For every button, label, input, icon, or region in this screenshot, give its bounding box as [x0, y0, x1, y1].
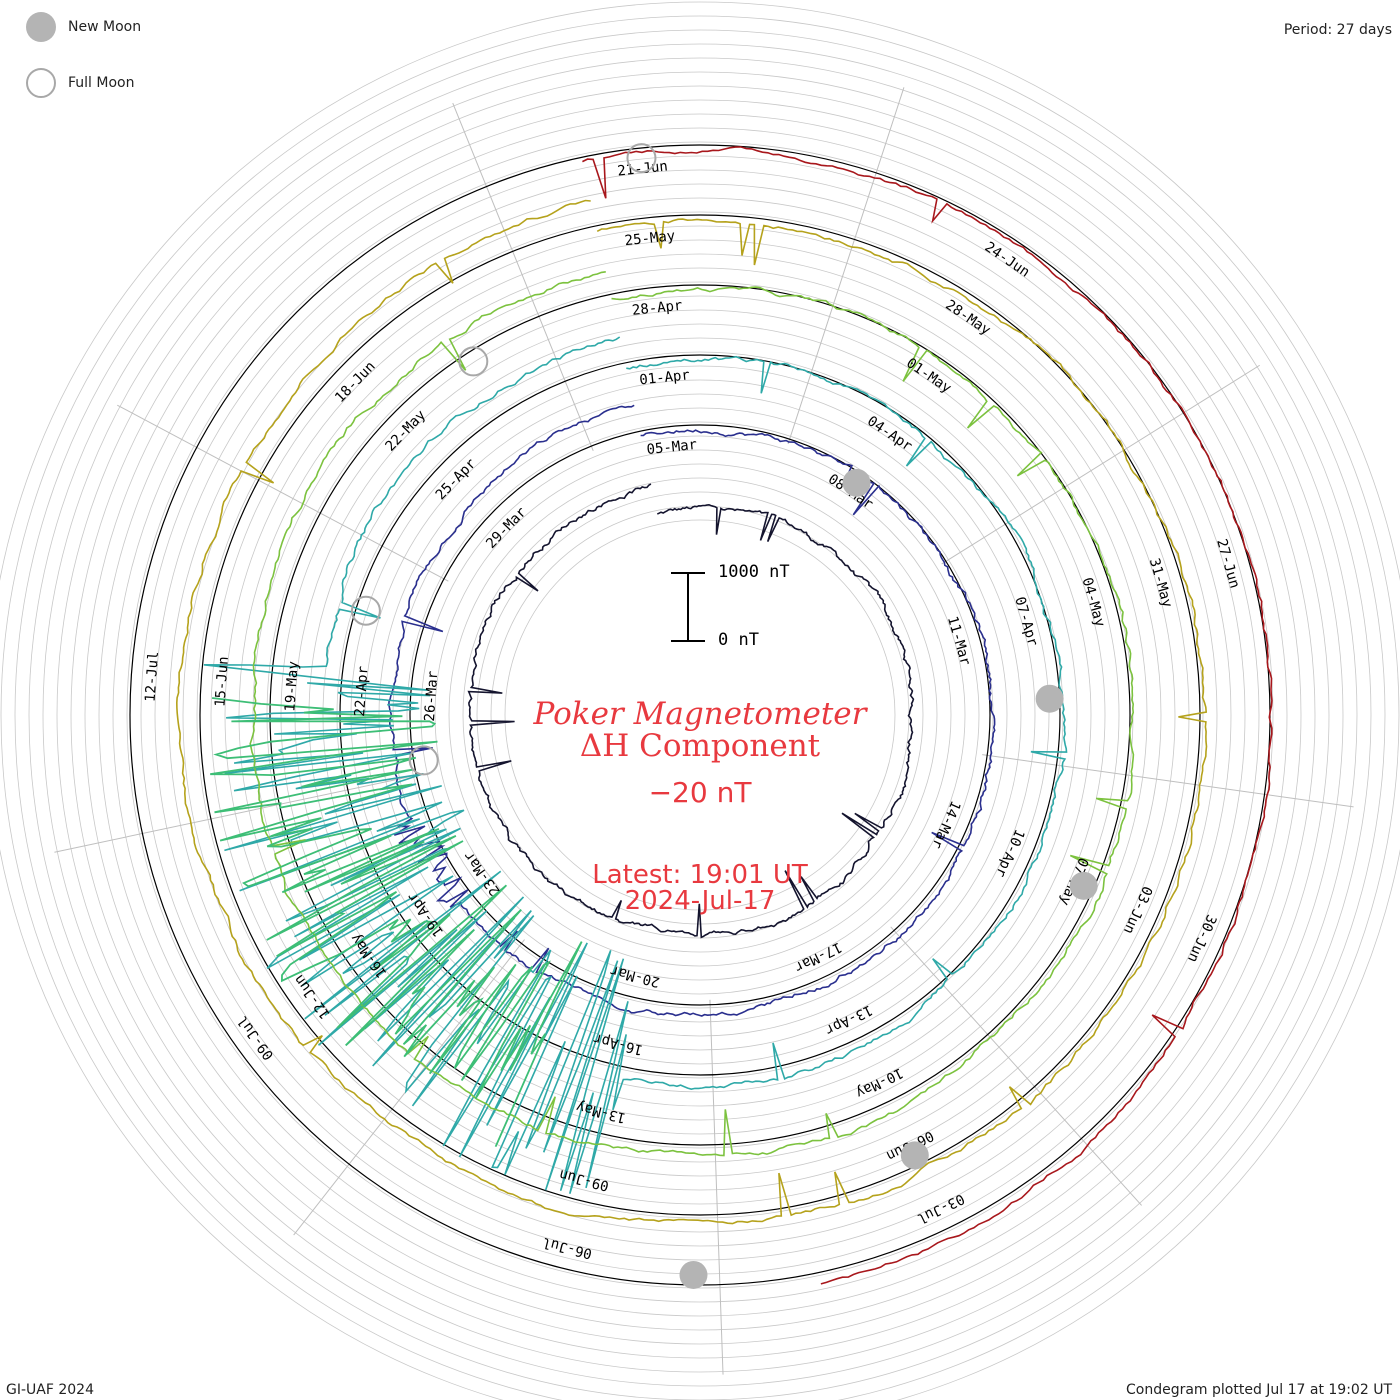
- date-label: 19-May: [282, 661, 301, 713]
- period-label: Period: 27 days: [1283, 22, 1392, 38]
- grid-ring: [28, 43, 1372, 1387]
- latest-date: 2024-Jul-17: [624, 886, 776, 916]
- scale-bottom-label: 0 nT: [718, 630, 759, 650]
- date-label: 10-May: [853, 1064, 905, 1101]
- date-label: 06-Jul: [541, 1234, 594, 1262]
- grid-ring: [98, 113, 1302, 1317]
- plotted-timestamp: Condegram plotted Jul 17 at 19:02 UT: [1125, 1382, 1392, 1398]
- date-label: 05-Mar: [646, 437, 698, 458]
- cycle-trace: [467, 483, 915, 939]
- date-label: 01-Apr: [639, 367, 691, 388]
- new-moon-marker: [842, 468, 871, 497]
- date-label: 09-Jun: [558, 1166, 611, 1194]
- grid-ring: [224, 239, 1176, 1191]
- latest-time: Latest: 19:01 UT: [592, 860, 808, 890]
- baseline-value: −20 nT: [648, 776, 752, 809]
- date-label: 28-Apr: [631, 298, 683, 319]
- cycle-trace: [388, 404, 996, 1017]
- grid-ring: [308, 323, 1092, 1107]
- day-spoke: [54, 773, 422, 853]
- day-spoke: [890, 926, 1142, 1206]
- magnetometer-traces: [175, 146, 1273, 1285]
- new-moon-marker: [900, 1141, 929, 1170]
- grid-ring: [476, 491, 924, 939]
- credit-label: GI-UAF 2024: [6, 1382, 94, 1398]
- new-moon-marker: [1069, 871, 1098, 900]
- day-spoke: [117, 404, 449, 582]
- grid-ring: [196, 211, 1204, 1219]
- full-moon-marker: [626, 143, 657, 174]
- date-label: 15-Jun: [212, 656, 231, 708]
- chart-title: Poker Magnetometer: [533, 696, 867, 732]
- grid-ring: [322, 337, 1078, 1093]
- date-label: 30-Jun: [1184, 912, 1219, 965]
- grid-ring: [434, 449, 966, 981]
- date-label: 25-Apr: [433, 456, 480, 503]
- cycle-trace: [203, 336, 1068, 1194]
- grid-ring: [448, 463, 952, 967]
- day-spoke: [787, 87, 905, 445]
- full-moon-marker: [408, 745, 439, 776]
- legend-full-moon: Full Moon: [26, 68, 134, 98]
- date-label: 13-Apr: [822, 1001, 874, 1038]
- date-label: 25-May: [624, 228, 676, 249]
- date-label: 18-Jun: [332, 358, 379, 405]
- date-label: 09-Jul: [235, 1012, 278, 1062]
- date-label: 03-Jul: [914, 1190, 966, 1227]
- grid-ring: [84, 99, 1316, 1331]
- cycle-trace: [249, 271, 1135, 1157]
- cycle-trace: [582, 146, 1273, 1285]
- date-label: 17-Mar: [792, 939, 844, 976]
- date-label: 21-Jun: [617, 158, 669, 179]
- baseline-ring: [269, 284, 1131, 1146]
- grid-ring: [420, 435, 980, 995]
- grid-ring: [462, 477, 938, 953]
- date-label: 29-Mar: [483, 504, 530, 551]
- full-moon-marker: [350, 595, 381, 626]
- legend-new-moon-label: New Moon: [68, 19, 142, 35]
- full-moon-marker: [458, 346, 489, 377]
- scale-bar: [671, 572, 705, 642]
- grid-ring: [56, 71, 1344, 1359]
- scale-top-label: 1000 nT: [718, 562, 790, 582]
- legend-new-moon: New Moon: [26, 12, 141, 42]
- day-spoke: [452, 102, 594, 451]
- new-moon-marker: [679, 1260, 708, 1289]
- day-spoke: [709, 999, 724, 1375]
- cycle-trace: [175, 199, 1208, 1225]
- new-moon-icon: [26, 12, 56, 42]
- baseline-ring: [199, 214, 1201, 1216]
- grid-ring: [42, 57, 1358, 1373]
- baseline-ring: [339, 354, 1061, 1076]
- moon-markers: [350, 143, 1098, 1289]
- day-spoke: [941, 364, 1260, 565]
- grid-ring: [70, 85, 1330, 1345]
- grid-ring: [126, 141, 1274, 1289]
- grid-ring: [182, 197, 1218, 1233]
- date-label: 12-Jul: [143, 651, 162, 703]
- new-moon-marker: [1035, 684, 1064, 713]
- grid-ring: [0, 15, 1400, 1400]
- date-label: 22-May: [382, 407, 429, 454]
- chart-subtitle: ΔH Component: [579, 728, 821, 764]
- grid-ring: [294, 309, 1106, 1121]
- grid-ring: [14, 29, 1386, 1400]
- grid-ring: [280, 295, 1120, 1135]
- grid-ring: [154, 169, 1246, 1261]
- date-label: 26-Mar: [422, 670, 441, 722]
- grid-ring: [168, 183, 1232, 1247]
- grid-ring: [238, 253, 1162, 1177]
- day-spoke: [982, 754, 1354, 808]
- legend-full-moon-label: Full Moon: [68, 75, 135, 91]
- grid-ring: [112, 127, 1288, 1303]
- storm-trace: [210, 697, 583, 1148]
- date-label: 22-Apr: [352, 666, 371, 718]
- full-moon-icon: [26, 68, 56, 98]
- baseline-ring: [409, 424, 991, 1006]
